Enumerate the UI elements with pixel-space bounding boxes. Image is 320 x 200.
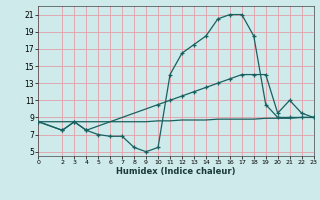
X-axis label: Humidex (Indice chaleur): Humidex (Indice chaleur) — [116, 167, 236, 176]
